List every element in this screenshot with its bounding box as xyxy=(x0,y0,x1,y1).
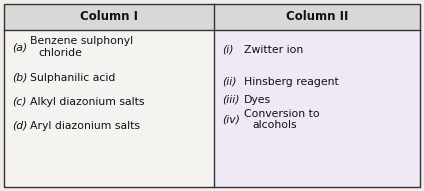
Text: Column II: Column II xyxy=(286,11,348,23)
Text: Benzene sulphonyl: Benzene sulphonyl xyxy=(30,36,133,46)
Text: chloride: chloride xyxy=(38,48,82,58)
Text: (a): (a) xyxy=(12,43,27,53)
Text: (d): (d) xyxy=(12,121,28,131)
Text: (b): (b) xyxy=(12,73,28,83)
Text: Zwitter ion: Zwitter ion xyxy=(244,45,303,55)
Text: (iii): (iii) xyxy=(222,95,240,105)
Text: (c): (c) xyxy=(12,97,26,107)
Text: Aryl diazonium salts: Aryl diazonium salts xyxy=(30,121,140,131)
Text: Hinsberg reagent: Hinsberg reagent xyxy=(244,77,339,87)
Text: (ii): (ii) xyxy=(222,77,237,87)
Bar xyxy=(214,30,420,187)
Text: Conversion to: Conversion to xyxy=(244,109,320,119)
Bar xyxy=(4,4,420,30)
Text: Column I: Column I xyxy=(80,11,138,23)
Text: Sulphanilic acid: Sulphanilic acid xyxy=(30,73,115,83)
Bar xyxy=(4,30,214,187)
Text: Alkyl diazonium salts: Alkyl diazonium salts xyxy=(30,97,145,107)
Text: alcohols: alcohols xyxy=(252,120,297,130)
Text: (iv): (iv) xyxy=(222,115,240,125)
Text: (i): (i) xyxy=(222,45,234,55)
Text: Dyes: Dyes xyxy=(244,95,271,105)
